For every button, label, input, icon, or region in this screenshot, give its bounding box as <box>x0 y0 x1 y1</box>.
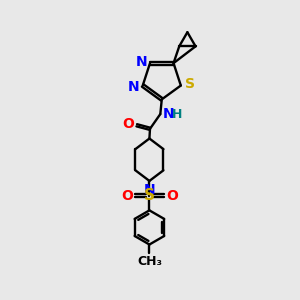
Text: O: O <box>166 189 178 202</box>
Text: O: O <box>121 189 133 202</box>
Text: H: H <box>172 108 182 121</box>
Text: N: N <box>128 80 140 94</box>
Text: S: S <box>185 77 195 91</box>
Text: O: O <box>122 117 134 131</box>
Text: N: N <box>135 55 147 69</box>
Text: CH₃: CH₃ <box>137 255 162 268</box>
Text: S: S <box>144 188 155 203</box>
Text: N: N <box>163 107 175 121</box>
Text: N: N <box>144 183 156 197</box>
